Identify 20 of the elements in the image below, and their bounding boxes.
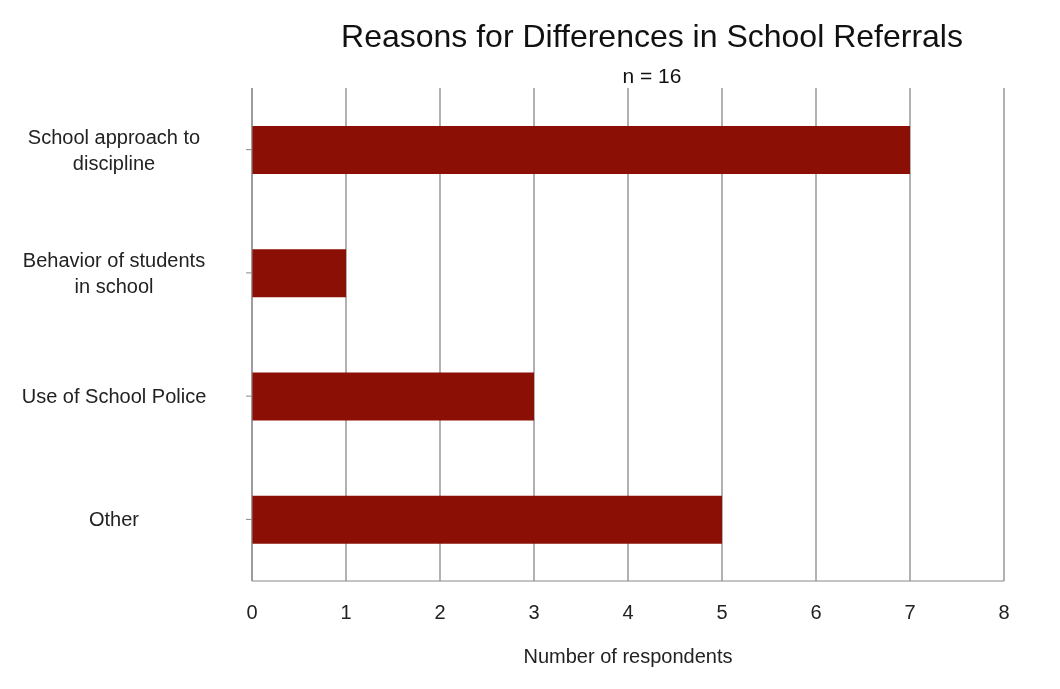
y-tick-label: Behavior of students in school — [22, 248, 206, 297]
bar — [252, 372, 534, 421]
x-tick-label: 4 — [622, 601, 634, 624]
y-tick-label: Other — [88, 508, 140, 531]
x-axis-title: Number of respondents — [523, 645, 733, 667]
x-tick-label: 6 — [810, 601, 822, 624]
chart-title: Reasons for Differences in School Referrals — [340, 18, 964, 55]
chart-subtitle: n = 16 — [621, 64, 683, 88]
bar — [252, 126, 910, 174]
x-tick-label: 2 — [434, 601, 446, 624]
y-tick-label: Use of School Police — [21, 385, 207, 408]
bar — [252, 249, 346, 298]
x-tick-label: 0 — [246, 601, 258, 624]
bar — [252, 495, 722, 544]
x-tick-label: 7 — [904, 601, 916, 624]
y-tick-label: School approach to discipline — [27, 125, 201, 174]
x-tick-label: 1 — [340, 601, 352, 624]
x-tick-label: 5 — [716, 601, 728, 624]
x-tick-label: 3 — [528, 601, 540, 624]
x-tick-label: 8 — [998, 601, 1010, 624]
